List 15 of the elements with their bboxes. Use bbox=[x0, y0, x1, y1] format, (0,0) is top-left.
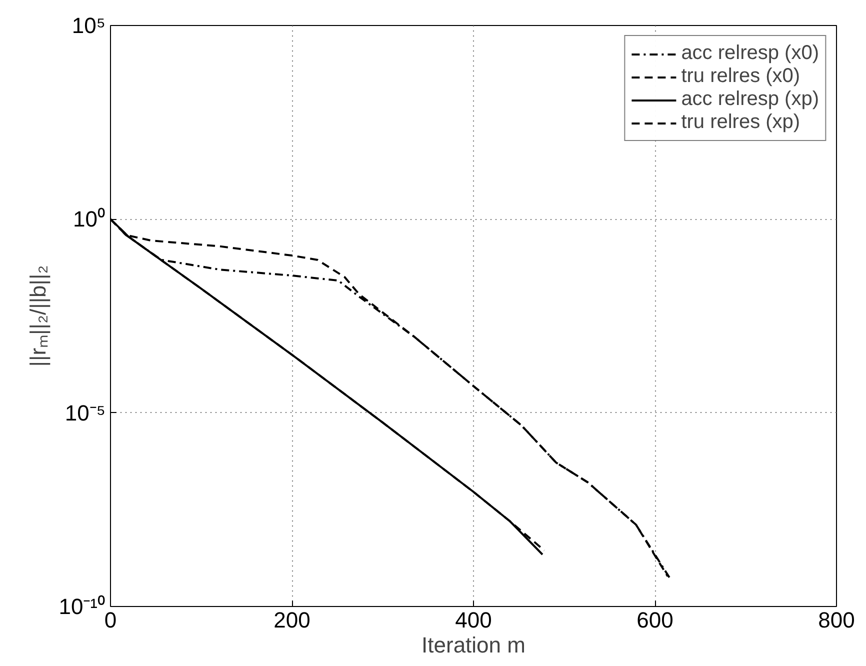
x-tick-label: 600 bbox=[636, 608, 674, 632]
legend-label: tru relres (x0) bbox=[681, 65, 800, 88]
x-tick-label: 400 bbox=[455, 608, 492, 632]
x-axis-title: Iteration m bbox=[422, 632, 526, 658]
x-tick-label: 800 bbox=[818, 608, 855, 632]
y-tick-label: 10⁻⁵ bbox=[64, 400, 106, 426]
legend-label: acc relresp (xp) bbox=[681, 88, 819, 111]
legend-label: acc relresp (x0) bbox=[681, 42, 819, 65]
y-tick-label: 10⁵ bbox=[72, 13, 106, 38]
legend-label: tru relres (xp) bbox=[681, 111, 800, 134]
y-tick-label: 10⁰ bbox=[73, 206, 106, 232]
y-axis-title: ||rₘ||₂/||b||₂ bbox=[26, 265, 51, 367]
x-tick-label: 0 bbox=[104, 608, 117, 632]
x-tick-label: 200 bbox=[274, 608, 310, 632]
y-tick-label: 10⁻¹⁰ bbox=[58, 594, 106, 619]
